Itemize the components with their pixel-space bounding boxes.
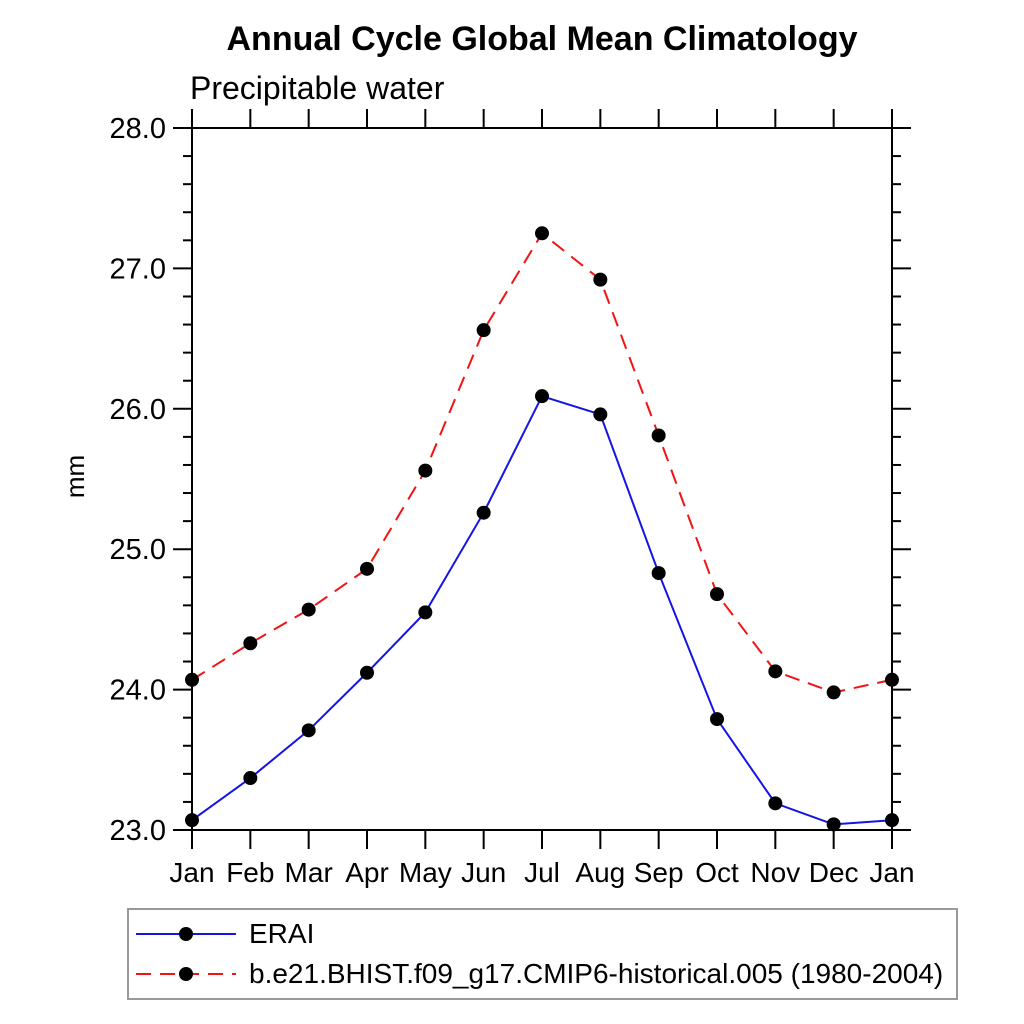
legend-label-model: b.e21.BHIST.f09_g17.CMIP6-historical.005… [249,958,944,989]
data-point-marker [243,771,258,786]
data-point-marker [535,389,549,404]
data-point-marker [768,796,783,811]
data-point-marker [418,605,433,620]
data-point-marker [301,723,316,738]
legend-item-model: b.e21.BHIST.f09_g17.CMIP6-historical.005… [134,958,956,990]
x-axis-label: Mar [285,857,333,888]
legend: ERAI b.e21.BHIST.f09_g17.CMIP6-historica… [127,908,958,1000]
x-axis-label: Jul [524,857,560,888]
x-axis-label: Jan [169,857,214,888]
data-point-marker [185,672,199,687]
data-point-marker [418,463,433,478]
data-point-marker [885,672,899,687]
x-axis-label: May [399,857,452,888]
x-axis-label: Apr [345,857,389,888]
data-point-marker [476,505,491,520]
y-axis-tick-label: 27.0 [110,253,166,285]
data-point-marker [826,817,841,832]
series-line-1 [191,231,893,694]
data-point-marker [360,665,374,680]
data-point-marker [593,272,608,287]
x-axis-label: Nov [750,857,800,888]
legend-swatch-model [136,967,236,981]
data-point-marker [651,428,666,443]
data-point-marker [826,685,841,700]
data-point-marker [535,226,549,241]
chart-subtitle: Precipitable water [190,70,445,106]
legend-label-erai: ERAI [249,918,315,949]
y-axis-tick-label: 23.0 [110,815,166,847]
data-point-marker [651,566,666,581]
data-point-marker [768,664,783,679]
x-axis-label: Sep [634,857,684,888]
x-axis-label: Dec [809,857,859,888]
data-point-marker [593,407,608,422]
x-axis-label: Jan [869,857,914,888]
data-point-marker [301,602,316,617]
legend-marker-dot [179,927,193,941]
data-point-marker [710,587,724,602]
data-point-marker [476,323,491,338]
y-axis-tick-label: 24.0 [110,675,166,707]
data-point-marker [885,813,899,828]
legend-swatch-erai [136,927,236,941]
y-axis-tick-label: 28.0 [110,113,166,145]
x-axis-label: Jun [461,857,506,888]
data-point-marker [710,712,724,727]
x-axis-label: Aug [575,857,625,888]
legend-item-erai: ERAI [134,918,956,950]
legend-marker-dot [179,967,193,981]
x-axis-label: Feb [226,857,274,888]
data-point-marker [243,636,258,651]
series-line-0 [191,394,893,826]
y-axis-tick-label: 26.0 [110,394,166,426]
x-axis-label: Oct [695,857,739,888]
page-title: Annual Cycle Global Mean Climatology [226,20,858,58]
data-point-marker [360,561,374,576]
data-point-marker [185,813,199,828]
y-axis-tick-label: 25.0 [110,534,166,566]
